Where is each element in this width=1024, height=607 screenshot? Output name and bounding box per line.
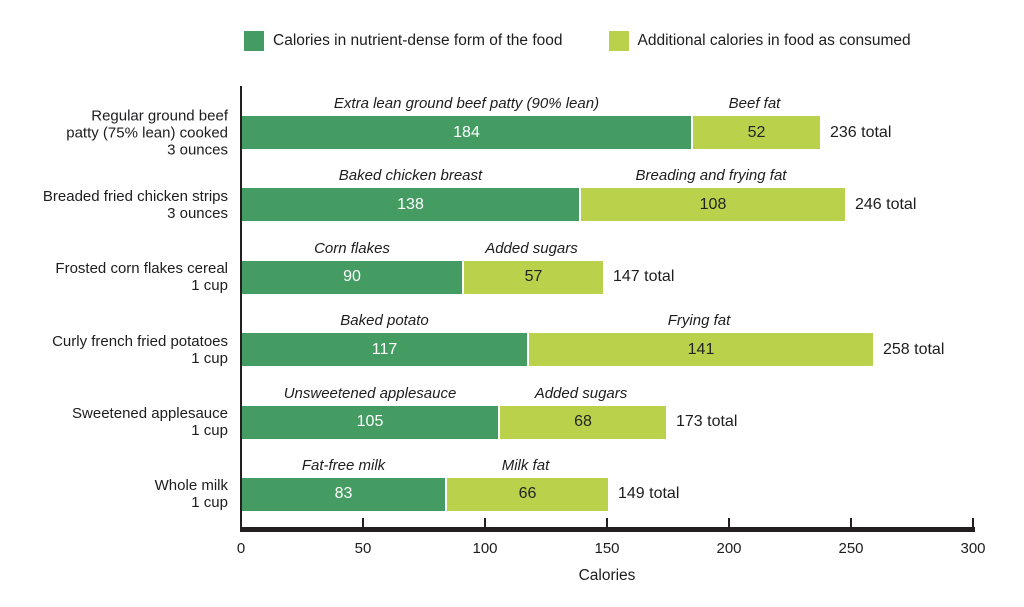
bar-segment-additional: 108 [581, 188, 845, 222]
bar-segment-additional: 52 [693, 116, 820, 149]
segment-labels: Baked potato Frying fat [242, 305, 944, 333]
stacked-bar: 90 57 147 total [242, 260, 675, 294]
chart-row: Curly french fried potatoes 1 cup Baked … [0, 305, 1024, 377]
total-label: 147 total [613, 268, 675, 286]
segment-value: 117 [371, 340, 398, 358]
x-axis-tick [605, 518, 609, 528]
stacked-bar: 138 108 246 total [242, 188, 917, 222]
legend-item-nutrient-dense: Calories in nutrient-dense form of the f… [244, 31, 563, 51]
row-plot: Extra lean ground beef patty (90% lean) … [242, 88, 891, 149]
x-axis-line [239, 527, 975, 532]
segment-label-nutrient-dense: Corn flakes [314, 239, 390, 257]
row-plot: Unsweetened applesauce Added sugars 105 … [242, 378, 737, 439]
total-label: 236 total [830, 123, 892, 141]
chart-row: Regular ground beef patty (75% lean) coo… [0, 88, 1024, 160]
x-axis-tick-label: 150 [594, 540, 620, 557]
legend-label: Calories in nutrient-dense form of the f… [273, 32, 563, 49]
category-label: Frosted corn flakes cereal 1 cup [55, 260, 228, 295]
segment-value: 105 [356, 413, 384, 431]
bar-segment-additional: 66 [447, 477, 608, 511]
bar-segment-nutrient-dense: 117 [242, 333, 527, 367]
x-axis-tick-label: 300 [960, 540, 986, 557]
legend-label: Additional calories in food as consumed [637, 32, 911, 49]
category-label: Sweetened applesauce 1 cup [72, 405, 228, 440]
segment-labels: Extra lean ground beef patty (90% lean) … [242, 88, 891, 116]
segment-label-additional: Added sugars [534, 384, 628, 402]
stacked-bar: 105 68 173 total [242, 405, 738, 439]
bar-segment-additional: 68 [500, 405, 666, 439]
segment-label-nutrient-dense: Baked potato [340, 312, 429, 330]
x-axis-tick-label: 100 [472, 540, 498, 557]
row-plot: Baked potato Frying fat 117 141 258 tota… [242, 305, 945, 367]
segment-value: 52 [747, 123, 766, 141]
segment-labels: Baked chicken breast Breading and frying… [242, 160, 916, 188]
x-axis-tick [361, 518, 365, 528]
x-axis-tick-label: 200 [716, 540, 742, 557]
chart-row: Frosted corn flakes cereal 1 cup Corn fl… [0, 233, 1024, 305]
bar-segment-nutrient-dense: 138 [242, 188, 579, 222]
segment-label-additional: Breading and frying fat [635, 167, 787, 185]
segment-label-additional: Beef fat [728, 95, 781, 112]
chart-row: Sweetened applesauce 1 cup Unsweetened a… [0, 378, 1024, 450]
bar-segment-nutrient-dense: 184 [242, 116, 691, 149]
row-plot: Fat-free milk Milk fat 83 66 149 total [242, 450, 679, 511]
y-axis-spine [239, 86, 242, 531]
segment-value: 108 [699, 195, 727, 213]
category-label: Whole milk 1 cup [154, 477, 228, 512]
x-axis-tick [483, 518, 487, 528]
segment-labels: Corn flakes Added sugars [242, 233, 674, 261]
stacked-bar: 184 52 236 total [242, 116, 891, 149]
segment-value: 90 [343, 268, 361, 286]
row-plot: Baked chicken breast Breading and frying… [242, 160, 917, 222]
bar-segment-nutrient-dense: 105 [242, 405, 498, 439]
segment-value: 57 [524, 268, 543, 286]
category-label: Curly french fried potatoes 1 cup [52, 332, 228, 367]
row-plot: Corn flakes Added sugars 90 57 147 total [242, 233, 674, 294]
x-axis-tick [971, 518, 975, 528]
segment-value: 66 [518, 485, 537, 503]
bar-segment-nutrient-dense: 90 [242, 260, 462, 294]
segment-value: 138 [397, 195, 424, 213]
category-label: Regular ground beef patty (75% lean) coo… [66, 107, 228, 158]
x-axis-tick [849, 518, 853, 528]
stacked-bar: 83 66 149 total [242, 477, 680, 511]
total-label: 258 total [883, 340, 945, 358]
bar-segment-additional: 141 [529, 333, 873, 367]
segment-label-additional: Milk fat [501, 456, 550, 474]
segment-value: 68 [574, 413, 592, 431]
category-label: Breaded fried chicken strips 3 ounces [42, 187, 228, 222]
segment-labels: Unsweetened applesauce Added sugars [242, 378, 737, 406]
segment-label-additional: Added sugars [485, 239, 578, 257]
total-label: 149 total [618, 485, 680, 503]
chart-rows: Regular ground beef patty (75% lean) coo… [0, 88, 1024, 522]
chart-row: Breaded fried chicken strips 3 ounces Ba… [0, 160, 1024, 232]
chart-row: Whole milk 1 cup Fat-free milk Milk fat … [0, 450, 1024, 522]
segment-label-nutrient-dense: Extra lean ground beef patty (90% lean) [333, 95, 600, 112]
legend-item-additional: Additional calories in food as consumed [608, 31, 911, 51]
legend-swatch-additional [608, 31, 629, 51]
bar-segment-additional: 57 [464, 260, 603, 294]
x-axis-tick-label: 50 [354, 540, 372, 557]
legend: Calories in nutrient-dense form of the f… [244, 31, 911, 51]
total-label: 246 total [855, 195, 917, 213]
bar-segment-nutrient-dense: 83 [242, 477, 445, 511]
stacked-bar: 117 141 258 total [242, 333, 945, 367]
segment-label-nutrient-dense: Baked chicken breast [338, 167, 483, 185]
segment-labels: Fat-free milk Milk fat [242, 450, 679, 478]
legend-swatch-nutrient-dense [244, 31, 264, 51]
segment-label-nutrient-dense: Fat-free milk [301, 456, 386, 474]
segment-value: 83 [334, 485, 353, 503]
x-axis-tick-label: 0 [236, 540, 246, 557]
segment-label-additional: Frying fat [667, 312, 731, 330]
x-axis-tick [727, 518, 731, 528]
segment-value: 184 [453, 123, 480, 141]
x-axis-tick-label: 250 [838, 540, 864, 557]
total-label: 173 total [676, 413, 738, 431]
segment-value: 141 [687, 340, 715, 358]
segment-label-nutrient-dense: Unsweetened applesauce [283, 384, 457, 402]
x-axis-title: Calories [578, 567, 636, 584]
